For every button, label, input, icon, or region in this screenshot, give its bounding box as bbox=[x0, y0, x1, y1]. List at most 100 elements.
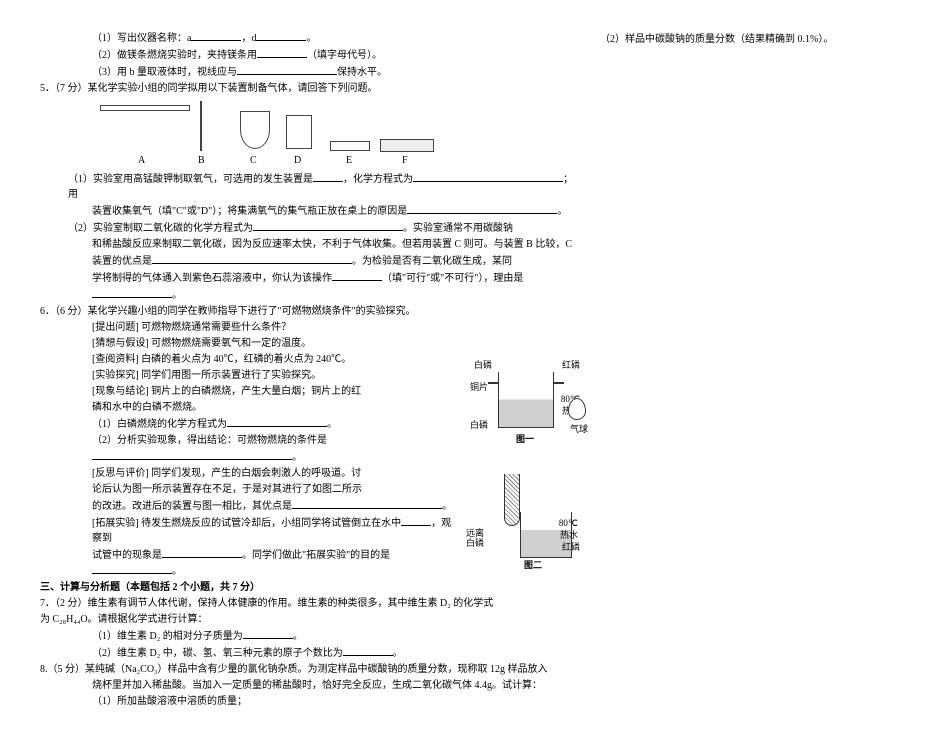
q7-c1: （1）维生素 D₂ 的相对分子质量为。 bbox=[40, 628, 580, 644]
text: 6．（6 分）某化学兴趣小组的同学在教师指导下进行了"可燃物燃烧条件"的实验探究… bbox=[40, 306, 416, 317]
section-3-title: 三、计算与分析题（本题包括 2 个小题，共 7 分） bbox=[40, 580, 580, 595]
q4-line3: （3）用 b 量取液体时，视线应与 保持水平。 bbox=[40, 64, 580, 80]
blank bbox=[413, 171, 563, 182]
q8-a: 8.（5 分）某纯碱（Na₂CO₃）样品中含有少量的氯化钠杂质。为测定样品中碳酸… bbox=[40, 662, 580, 677]
text: [现象与结论] 铜片上的白磷燃烧，产生大量白烟；铜片上的红 bbox=[92, 386, 361, 397]
q6-head: 6．（6 分）某化学兴趣小组的同学在教师指导下进行了"可燃物燃烧条件"的实验探究… bbox=[40, 304, 580, 319]
blank bbox=[343, 645, 393, 656]
label-baiP: 白磷 bbox=[474, 358, 492, 371]
blank bbox=[332, 270, 382, 281]
text: 。实验室通常不用碳酸钠 bbox=[403, 223, 513, 234]
text: 。 bbox=[393, 648, 403, 659]
text: 。 bbox=[293, 631, 303, 642]
text: 。为检验是否有二氧化碳生成，某同 bbox=[352, 256, 512, 267]
exam-page: （1）写出仪器名称：a，d。 （2）做镁条燃烧实验时，夹持镁条用 （填字母代号）。… bbox=[0, 0, 950, 730]
stand-icon bbox=[200, 101, 202, 151]
text: 为 C₂₈H₄₄O。请根据化学式进行计算： bbox=[40, 614, 208, 625]
text: 。 bbox=[557, 206, 567, 217]
blank bbox=[237, 64, 337, 75]
blank bbox=[227, 416, 327, 427]
diagram-figure-2: 80℃ 热水 红磷 远离 白磷 图二 bbox=[464, 468, 580, 568]
text: 。 bbox=[172, 290, 182, 301]
blank bbox=[191, 30, 241, 41]
balloon-icon bbox=[568, 398, 586, 420]
q8-part2: （2）样品中碳酸钠的质量分数（结果精确到 0.1%）。 bbox=[600, 32, 880, 47]
text: [查阅资料] 白磷的着火点为 40℃，红磷的着火点为 240℃。 bbox=[92, 354, 351, 365]
text: 。 bbox=[292, 452, 302, 463]
text: 7．（2 分）维生素有调节人体代谢，保持人体健康的作用。维生素的种类很多，其中维… bbox=[40, 598, 493, 609]
text: 和稀盐酸反应来制取二氧化碳，因为反应速率太快，不利于气体收集。但若用装置 C 则… bbox=[92, 239, 572, 250]
label-baiP2: 白磷 bbox=[466, 536, 484, 549]
blank bbox=[162, 547, 242, 558]
apparatus-diagram: A B C D E F bbox=[40, 97, 580, 171]
text: （1）白磷燃烧的化学方程式为 bbox=[92, 419, 227, 430]
diagram-figure-1: 白磷 红磷 铜片 80℃ 热水 气球 白磷 图一 bbox=[470, 354, 580, 446]
q5-2e: 。 bbox=[40, 287, 580, 303]
text: （3）用 b 量取液体时，视线应与 bbox=[92, 67, 237, 78]
blank bbox=[92, 449, 292, 460]
label-A: A bbox=[138, 155, 145, 166]
q7-c2: （2）维生素 D₂ 中，碳、氢、氧三种元素的原子个数比为 。 bbox=[40, 645, 580, 661]
label-qiqiu: 气球 bbox=[570, 422, 588, 435]
blank bbox=[92, 563, 172, 574]
beaker-icon bbox=[498, 372, 554, 428]
q6-f2b: 。 bbox=[40, 449, 580, 465]
text: （1）所加盐酸溶液中溶质的质量； bbox=[92, 696, 247, 707]
text: 三、计算与分析题（本题包括 2 个小题，共 7 分） bbox=[40, 582, 260, 593]
water-trough-icon bbox=[380, 139, 434, 152]
blank bbox=[243, 628, 293, 639]
text: （1）写出仪器名称：a bbox=[92, 33, 191, 44]
label-tu1: 图一 bbox=[516, 432, 534, 445]
text: （2）分析实验现象，得出结论：可燃物燃烧的条件是 bbox=[92, 435, 327, 446]
q5-2a: （2）实验室制取二氧化碳的化学方程式为 。实验室通常不用碳酸钠 bbox=[40, 220, 580, 236]
blank bbox=[292, 498, 442, 509]
left-column: （1）写出仪器名称：a，d。 （2）做镁条燃烧实验时，夹持镁条用 （填字母代号）。… bbox=[40, 30, 580, 710]
q5-1a: （1）实验室用高锰酸钾制取氧气，可选用的发生装置是，化学方程式为；用 bbox=[40, 171, 580, 202]
text: 保持水平。 bbox=[337, 67, 387, 78]
text: 试管中的现象是 bbox=[92, 550, 162, 561]
q5-head: 5．（7 分）某化学实验小组的同学拟用以下装置制备气体，请回答下列问题。 bbox=[40, 81, 580, 96]
label-baiP-bot: 白磷 bbox=[470, 418, 488, 431]
text: 的改进。改进后的装置与图一相比，其优点是 bbox=[92, 501, 292, 512]
text: [拓展实验] 待发生燃烧反应的试管冷却后，小组同学将试管倒立在水中 bbox=[92, 518, 401, 529]
label-C: C bbox=[250, 155, 257, 166]
label-B: B bbox=[198, 155, 205, 166]
label-tongpian: 铜片 bbox=[470, 380, 488, 393]
text: [猜想与假设] 可燃物燃烧需要氧气和一定的温度。 bbox=[92, 338, 311, 349]
q4-line2: （2）做镁条燃烧实验时，夹持镁条用 （填字母代号）。 bbox=[40, 47, 580, 63]
right-column: （2）样品中碳酸钠的质量分数（结果精确到 0.1%）。 bbox=[600, 30, 880, 710]
text: 装置收集氧气（填"C"或"D"）；将集满氧气的集气瓶正放在桌上的原因是 bbox=[92, 206, 407, 217]
q5-2b: 和稀盐酸反应来制取二氧化碳，因为反应速率太快，不利于气体收集。但若用装置 C 则… bbox=[40, 237, 580, 252]
text: （填字母代号）。 bbox=[307, 50, 382, 61]
q6-b: [猜想与假设] 可燃物燃烧需要氧气和一定的温度。 bbox=[40, 336, 580, 351]
text: （2）做镁条燃烧实验时，夹持镁条用 bbox=[92, 50, 257, 61]
q8-c: （1）所加盐酸溶液中溶质的质量； bbox=[40, 694, 580, 709]
text: [反思与评价] 同学们发现，产生的白烟会刺激人的呼吸道。讨 bbox=[92, 468, 361, 479]
blank bbox=[407, 203, 557, 214]
text: [提出问题] 可燃物燃烧通常需要些什么条件？ bbox=[92, 322, 291, 333]
test-tube-icon bbox=[504, 474, 520, 526]
text: 装置的优点是 bbox=[92, 256, 152, 267]
text: （2）实验室制取二氧化碳的化学方程式为 bbox=[68, 223, 253, 234]
q4-line1: （1）写出仪器名称：a，d。 bbox=[40, 30, 580, 46]
text: 。 bbox=[172, 566, 182, 577]
blank bbox=[92, 287, 172, 298]
blank bbox=[256, 30, 306, 41]
text: 磷和水中的白磷不燃烧。 bbox=[92, 402, 202, 413]
text: （1）实验室用高锰酸钾制取氧气，可选用的发生装置是 bbox=[68, 174, 313, 185]
q5-1b: 装置收集氧气（填"C"或"D"）；将集满氧气的集气瓶正放在桌上的原因是 。 bbox=[40, 203, 580, 219]
text: 。 bbox=[327, 419, 337, 430]
blank bbox=[257, 47, 307, 58]
text: （2）维生素 D₂ 中，碳、氢、氧三种元素的原子个数比为 bbox=[92, 648, 343, 659]
bottle-icon bbox=[286, 115, 312, 149]
tray-icon bbox=[330, 141, 370, 151]
blank bbox=[253, 220, 403, 231]
text: 论后认为图一所示装置存在不足，于是对其进行了如图二所示 bbox=[92, 484, 362, 495]
text: 学将制得的气体通入到紫色石蕊溶液中，你认为该操作 bbox=[92, 273, 332, 284]
blank bbox=[313, 171, 343, 182]
q5-2d: 学将制得的气体通入到紫色石蕊溶液中，你认为该操作（填"可行"或"不可行"），理由… bbox=[40, 270, 580, 286]
text: 。 bbox=[306, 33, 316, 44]
text: ，化学方程式为 bbox=[343, 174, 413, 185]
q7-b: 为 C₂₈H₄₄O。请根据化学式进行计算： bbox=[40, 612, 580, 627]
text: 烧杯里并加入稀盐酸。当加入一定质量的稀盐酸时，恰好完全反应，生成二氧化碳气体 4… bbox=[92, 680, 542, 691]
